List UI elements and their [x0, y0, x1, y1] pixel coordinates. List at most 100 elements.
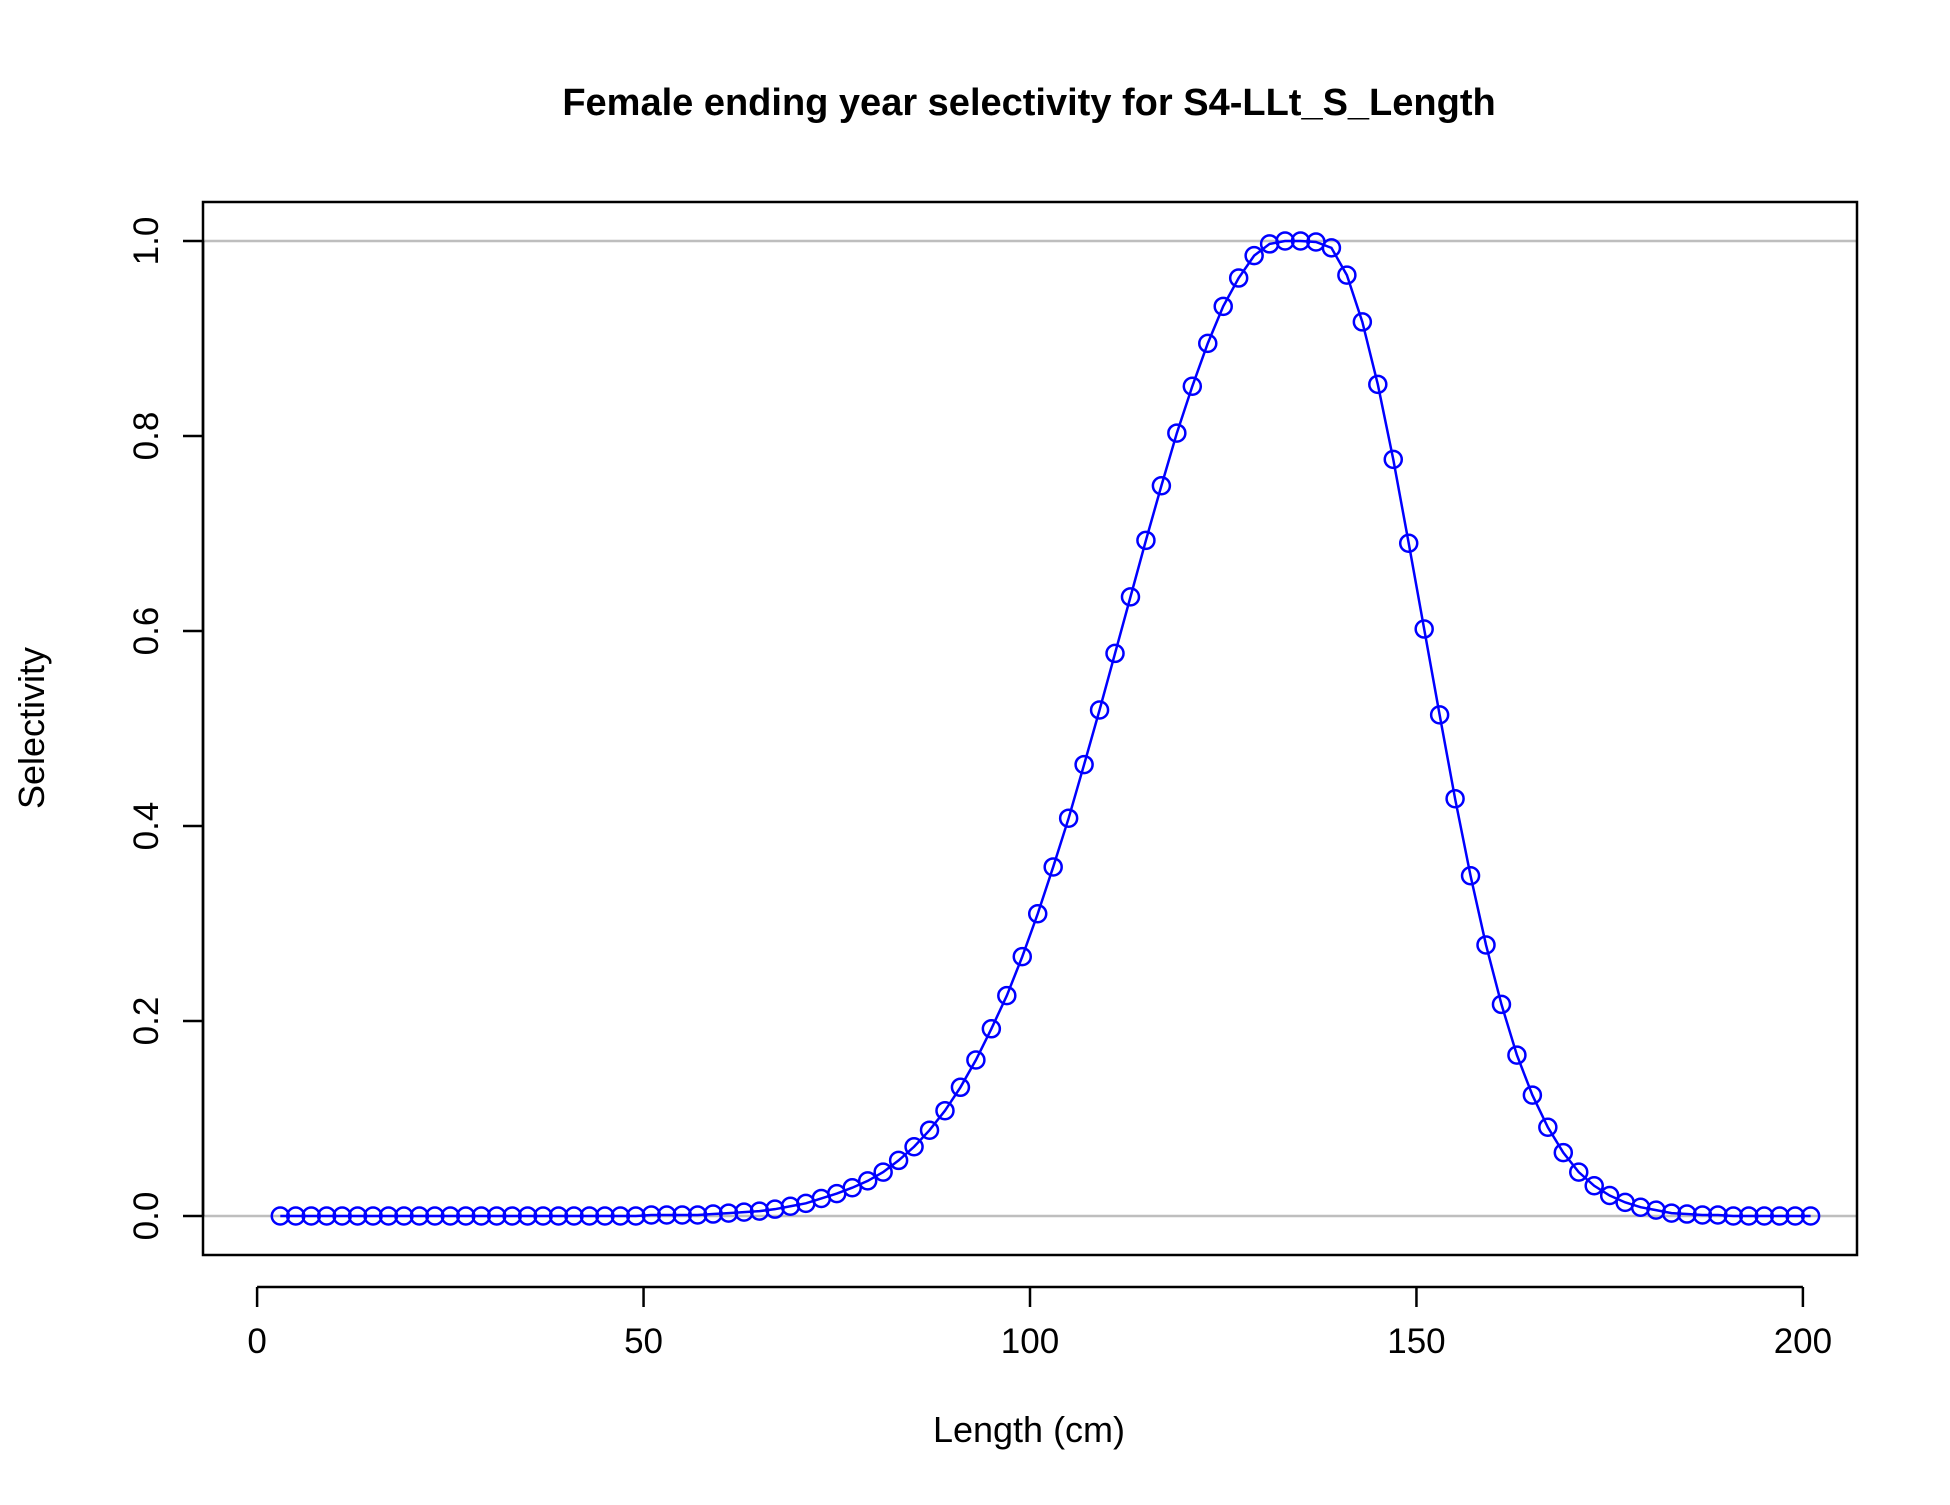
data-point — [595, 1206, 615, 1226]
data-point — [966, 1050, 986, 1070]
data-point — [1383, 449, 1404, 470]
data-point — [950, 1077, 971, 1098]
y-tick-label: 0.8 — [127, 412, 166, 461]
x-tick-label: 50 — [624, 1322, 663, 1361]
data-point — [301, 1206, 321, 1226]
data-point — [626, 1206, 646, 1226]
data-point — [1182, 376, 1203, 397]
data-point — [857, 1171, 878, 1191]
data-point — [533, 1206, 553, 1226]
data-point — [1692, 1205, 1713, 1225]
data-point — [1321, 238, 1342, 258]
data-point — [997, 985, 1017, 1006]
data-point — [332, 1206, 352, 1226]
data-point — [1213, 296, 1233, 317]
series-line — [280, 239, 1811, 1218]
data-point — [471, 1206, 491, 1226]
y-tick-label: 0.6 — [127, 607, 166, 656]
data-point — [749, 1201, 770, 1221]
data-point — [703, 1204, 723, 1224]
data-point — [378, 1206, 399, 1226]
data-point — [1275, 231, 1295, 251]
plot-frame — [201, 200, 1859, 1257]
x-axis: 0 50 100 150 200 — [247, 1285, 1832, 1361]
data-point — [1414, 619, 1434, 639]
data-point — [734, 1202, 754, 1222]
x-axis-label: Length (cm) — [933, 1409, 1125, 1450]
data-point — [1398, 533, 1419, 553]
y-tick-label: 0.2 — [127, 997, 166, 1046]
data-point — [1337, 265, 1357, 285]
data-point — [347, 1206, 368, 1226]
data-point — [1769, 1206, 1790, 1226]
data-point — [1244, 245, 1264, 266]
data-point — [1553, 1142, 1574, 1163]
data-point — [1151, 475, 1172, 496]
data-point — [1460, 865, 1481, 886]
data-point — [1708, 1205, 1728, 1225]
data-point — [1491, 994, 1512, 1015]
data-point — [285, 1206, 306, 1226]
y-tick-label: 0.4 — [127, 802, 166, 851]
chart-title: Female ending year selectivity for S4-LL… — [562, 82, 1495, 124]
data-point — [517, 1206, 538, 1226]
x-tick-label: 150 — [1387, 1322, 1445, 1361]
data-point — [409, 1206, 430, 1226]
data-point — [656, 1205, 677, 1225]
data-point — [1723, 1206, 1744, 1226]
y-axis-label: Selectivity — [11, 647, 52, 809]
data-point — [1429, 705, 1450, 725]
data-point — [1661, 1203, 1682, 1223]
data-point — [1538, 1117, 1558, 1138]
x-tick-label: 100 — [1001, 1322, 1059, 1361]
series-layer — [270, 231, 1821, 1226]
data-point — [363, 1206, 383, 1226]
data-point — [610, 1206, 631, 1226]
data-point — [888, 1150, 909, 1171]
data-point — [1739, 1206, 1759, 1226]
data-point — [1058, 808, 1079, 828]
data-point — [316, 1206, 337, 1226]
data-point — [1105, 643, 1125, 664]
data-point — [1290, 231, 1311, 251]
y-tick-label: 0.0 — [127, 1192, 166, 1241]
data-point — [1507, 1045, 1527, 1065]
data-point — [935, 1100, 955, 1121]
data-point — [1754, 1206, 1775, 1226]
data-point — [548, 1206, 569, 1226]
data-point — [1198, 333, 1218, 354]
data-point — [1677, 1204, 1697, 1224]
data-point — [1522, 1085, 1543, 1105]
data-point — [919, 1120, 940, 1140]
data-point — [579, 1206, 600, 1226]
data-point — [1800, 1206, 1821, 1226]
data-point — [1569, 1162, 1589, 1182]
data-point — [1043, 857, 1063, 877]
data-point — [270, 1206, 291, 1226]
data-point — [1352, 312, 1373, 332]
data-point — [1228, 268, 1249, 288]
data-point — [394, 1206, 414, 1226]
data-point — [1089, 700, 1110, 720]
y-tick-label: 1.0 — [127, 217, 166, 266]
x-tick-label: 0 — [247, 1322, 266, 1361]
data-point — [1785, 1206, 1805, 1226]
data-point — [873, 1162, 893, 1182]
x-tick-label: 200 — [1774, 1322, 1832, 1361]
data-point — [1476, 935, 1496, 955]
data-point — [425, 1206, 445, 1226]
data-point — [502, 1206, 522, 1226]
data-point — [641, 1205, 662, 1225]
data-point — [1584, 1176, 1604, 1196]
data-point — [1074, 754, 1094, 775]
data-point — [1027, 904, 1048, 924]
data-point — [456, 1206, 476, 1226]
data-point — [486, 1206, 507, 1226]
data-point — [981, 1019, 1002, 1039]
reference-lines — [203, 239, 1857, 1218]
data-point — [1120, 587, 1141, 607]
y-axis: 0.0 0.2 0.4 0.6 0.8 1.0 — [127, 217, 205, 1241]
data-point — [1167, 423, 1187, 443]
